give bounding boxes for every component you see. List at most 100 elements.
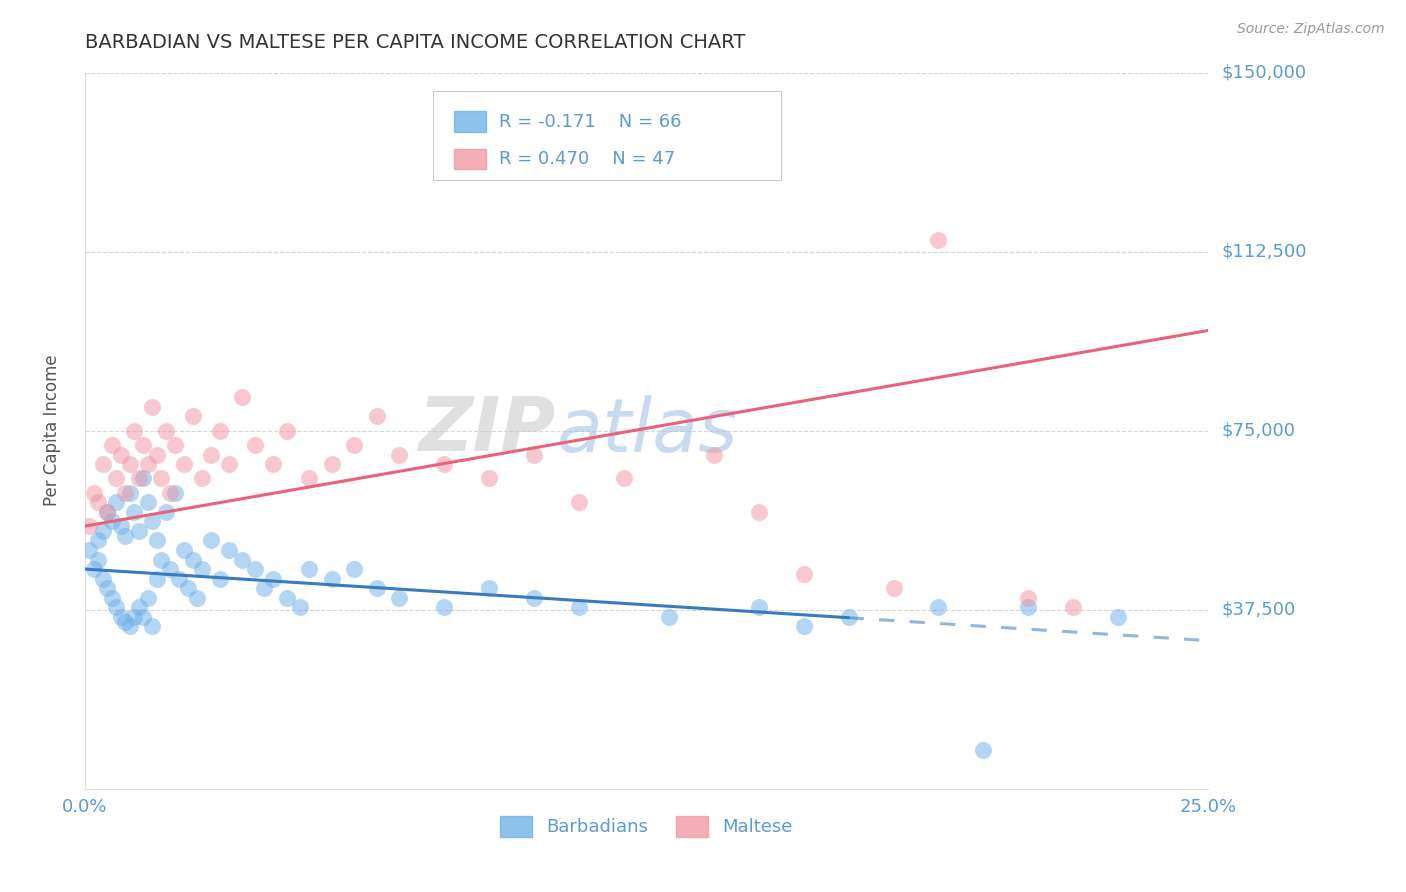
Point	[114, 615, 136, 629]
Point	[186, 591, 208, 605]
Point	[793, 619, 815, 633]
Point	[181, 552, 204, 566]
Point	[523, 448, 546, 462]
Point	[927, 600, 949, 615]
Point	[298, 562, 321, 576]
Y-axis label: Per Capita Income: Per Capita Income	[44, 355, 60, 507]
Point	[321, 457, 343, 471]
Legend: Barbadians, Maltese: Barbadians, Maltese	[492, 809, 800, 844]
Point	[748, 600, 770, 615]
Point	[105, 471, 128, 485]
Point	[118, 485, 141, 500]
Point	[132, 471, 155, 485]
Point	[298, 471, 321, 485]
Point	[366, 581, 388, 595]
Point	[122, 505, 145, 519]
Point	[159, 562, 181, 576]
Point	[793, 566, 815, 581]
Point	[703, 448, 725, 462]
Point	[748, 505, 770, 519]
Point	[1107, 609, 1129, 624]
Point	[100, 514, 122, 528]
Point	[96, 581, 118, 595]
Point	[276, 424, 298, 438]
Point	[114, 529, 136, 543]
Point	[150, 471, 173, 485]
Point	[568, 600, 591, 615]
Text: Source: ZipAtlas.com: Source: ZipAtlas.com	[1237, 22, 1385, 37]
Text: $150,000: $150,000	[1222, 64, 1306, 82]
Point	[91, 572, 114, 586]
Point	[433, 600, 456, 615]
Text: atlas: atlas	[557, 394, 738, 467]
Point	[83, 485, 105, 500]
Point	[91, 524, 114, 538]
Point	[568, 495, 591, 509]
Point	[105, 600, 128, 615]
Point	[613, 471, 636, 485]
Point	[77, 543, 100, 558]
Point	[972, 743, 994, 757]
Point	[110, 609, 132, 624]
Point	[150, 552, 173, 566]
Point	[927, 233, 949, 247]
Point	[100, 438, 122, 452]
Text: R = 0.470    N = 47: R = 0.470 N = 47	[499, 150, 675, 168]
Point	[122, 609, 145, 624]
Point	[231, 390, 253, 404]
Point	[145, 572, 167, 586]
Point	[167, 572, 190, 586]
Point	[208, 572, 231, 586]
Text: BARBADIAN VS MALTESE PER CAPITA INCOME CORRELATION CHART: BARBADIAN VS MALTESE PER CAPITA INCOME C…	[84, 33, 745, 52]
Point	[523, 591, 546, 605]
Point	[366, 409, 388, 424]
Text: ZIP: ZIP	[419, 394, 557, 467]
Point	[141, 400, 163, 414]
Point	[838, 609, 860, 624]
Point	[262, 572, 284, 586]
Point	[163, 438, 186, 452]
Point	[1062, 600, 1084, 615]
Point	[173, 543, 195, 558]
Point	[658, 609, 681, 624]
Point	[155, 424, 177, 438]
Point	[177, 581, 200, 595]
Point	[343, 562, 366, 576]
Point	[200, 448, 222, 462]
Point	[231, 552, 253, 566]
Point	[276, 591, 298, 605]
Point	[132, 438, 155, 452]
Point	[136, 591, 159, 605]
Point	[388, 448, 411, 462]
Point	[388, 591, 411, 605]
Point	[114, 485, 136, 500]
Point	[96, 505, 118, 519]
Point	[96, 505, 118, 519]
Point	[91, 457, 114, 471]
Point	[1017, 591, 1039, 605]
Text: R = -0.171    N = 66: R = -0.171 N = 66	[499, 112, 682, 130]
Point	[200, 533, 222, 548]
Point	[145, 533, 167, 548]
Point	[110, 448, 132, 462]
Point	[155, 505, 177, 519]
Text: $37,500: $37,500	[1222, 600, 1296, 619]
Point	[253, 581, 276, 595]
Point	[190, 471, 212, 485]
Point	[77, 519, 100, 533]
Point	[128, 600, 150, 615]
Point	[141, 514, 163, 528]
Point	[181, 409, 204, 424]
Point	[136, 495, 159, 509]
Point	[132, 609, 155, 624]
Point	[128, 524, 150, 538]
FancyBboxPatch shape	[433, 91, 782, 180]
Point	[145, 448, 167, 462]
Point	[118, 619, 141, 633]
Point	[290, 600, 312, 615]
Point	[159, 485, 181, 500]
Point	[87, 552, 110, 566]
Point	[128, 471, 150, 485]
Point	[433, 457, 456, 471]
Point	[883, 581, 905, 595]
